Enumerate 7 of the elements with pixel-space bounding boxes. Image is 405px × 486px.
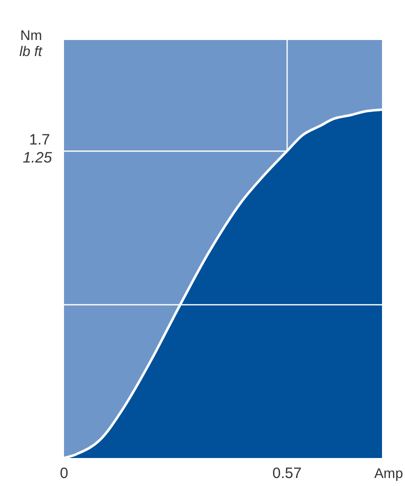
x-axis-title: Amp (374, 464, 404, 481)
y2-axis-title: lb ft (19, 42, 44, 59)
x-tick-label: 0.57 (272, 465, 302, 482)
y-axis-title: Nm (20, 26, 42, 43)
text: 1.7 (29, 131, 50, 148)
text: 1.25 (22, 149, 53, 166)
x-tick-label: 0 (60, 465, 68, 482)
